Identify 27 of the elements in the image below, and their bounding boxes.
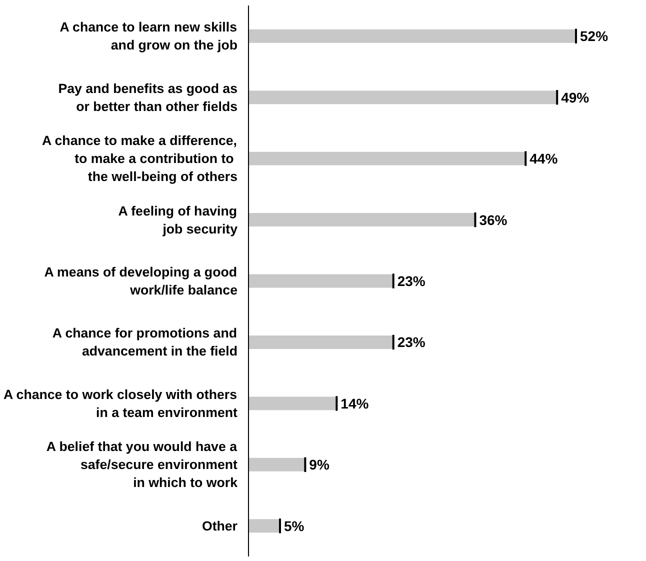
bar [248, 29, 576, 43]
bar [248, 213, 476, 227]
data-label: 5% [284, 518, 305, 534]
y-tick-label: A chance to work closely with others in a team environment [3, 386, 238, 420]
y-tick-label: Pay and benefits as good as or better than other fields [58, 80, 238, 114]
bar [248, 519, 280, 533]
y-tick-label: A belief that you would have a safe/secure environment in which to work [46, 439, 238, 490]
y-tick-label: A means of developing a good work/life balance [44, 264, 238, 298]
bar [248, 274, 394, 288]
data-label: 36% [479, 212, 508, 228]
data-label: 23% [397, 334, 426, 350]
y-tick-label: A chance to make a difference, to make a contribution to the well-being of others [42, 133, 238, 184]
y-tick-label: A feeling of having job security [118, 203, 238, 236]
y-tick-label: A chance for promotions and advancement in the field [52, 326, 238, 359]
data-label: 49% [561, 89, 590, 106]
data-label: 44% [530, 150, 558, 167]
bar [248, 396, 337, 410]
bar [248, 458, 306, 472]
data-label: 9% [309, 456, 330, 473]
y-tick-label: A chance to learn new skills and grow on the job [60, 20, 238, 53]
data-label: 52% [580, 28, 609, 44]
bar [248, 335, 394, 349]
data-label: 14% [340, 395, 370, 412]
data-label: 23% [397, 273, 426, 289]
bar [248, 152, 526, 166]
bar [248, 90, 558, 104]
y-tick-label: Other [202, 518, 238, 534]
